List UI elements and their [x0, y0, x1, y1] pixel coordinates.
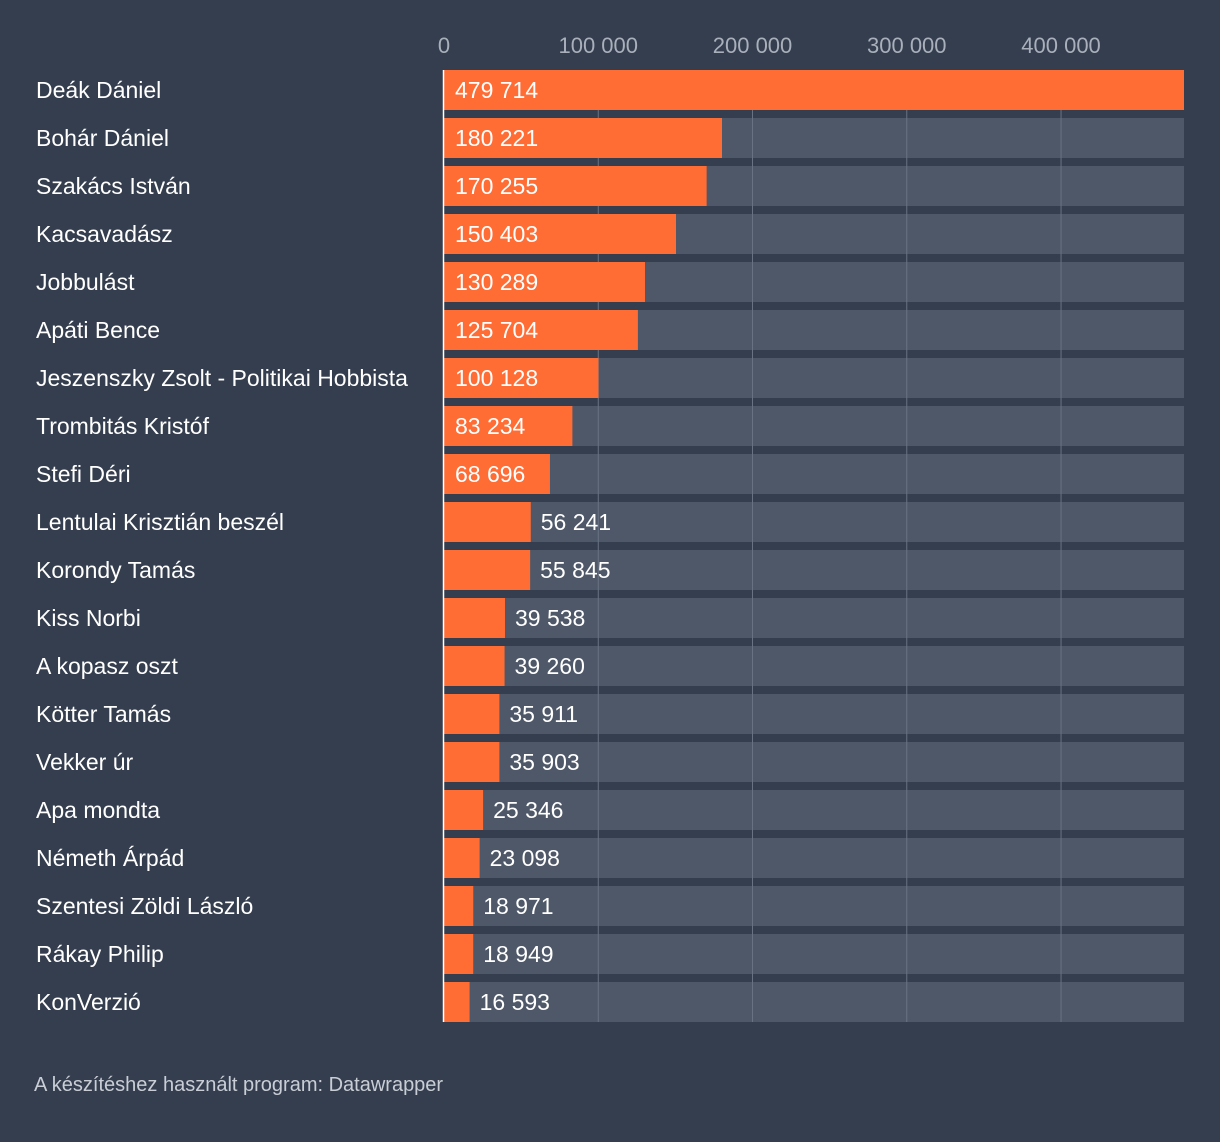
data-label: 16 593: [480, 989, 550, 1015]
data-label: 130 289: [455, 269, 538, 295]
category-label: KonVerzió: [36, 989, 141, 1015]
bar: [444, 166, 707, 206]
bar-track: [444, 982, 1184, 1022]
data-label: 180 221: [455, 125, 538, 151]
data-label: 18 971: [483, 893, 553, 919]
bar: [444, 550, 531, 590]
gridlines: [597, 70, 1062, 1022]
bar: [444, 310, 638, 350]
x-tick-label: 0: [438, 33, 450, 58]
bar: [444, 454, 550, 494]
data-label: 18 949: [483, 941, 553, 967]
bar: [444, 214, 677, 254]
category-label: A kopasz oszt: [36, 653, 179, 679]
data-label: 23 098: [490, 845, 560, 871]
data-label: 125 704: [455, 317, 538, 343]
bar-track: [444, 934, 1184, 974]
bar: [444, 934, 474, 974]
data-label: 68 696: [455, 461, 525, 487]
bar: [444, 646, 505, 686]
category-label: Kötter Tamás: [36, 701, 171, 727]
category-label: Vekker úr: [36, 749, 133, 775]
data-label: 479 714: [455, 77, 538, 103]
data-label: 170 255: [455, 173, 538, 199]
bar: [444, 406, 573, 446]
bar: [444, 118, 723, 158]
bar: [444, 694, 500, 734]
category-label: Korondy Tamás: [36, 557, 195, 583]
category-label: Lentulai Krisztián beszél: [36, 509, 284, 535]
bar: [444, 982, 470, 1022]
bar: [444, 70, 1184, 110]
x-tick-label: 300 000: [867, 33, 947, 58]
bar: [444, 598, 505, 638]
value-labels: 479 714 180 221 170 255 150 403 130 289 125 7…: [455, 77, 611, 1015]
footer-credit: A készítéshez használt program: Datawrap…: [34, 1074, 443, 1096]
data-label: 35 911: [509, 701, 578, 727]
bar: [444, 790, 484, 830]
category-label: Trombitás Kristóf: [36, 413, 210, 439]
data-label: 35 903: [509, 749, 579, 775]
bar: [444, 742, 500, 782]
x-tick-label: 400 000: [1021, 33, 1101, 58]
data-label: 56 241: [541, 509, 611, 535]
data-label: 55 845: [540, 557, 610, 583]
bar: [444, 886, 474, 926]
category-label: Apáti Bence: [36, 317, 160, 343]
bar: [444, 838, 480, 878]
category-labels: Deák Dániel Bohár Dániel Szakács István Kac…: [36, 77, 408, 1015]
data-label: 83 234: [455, 413, 526, 439]
data-label: 39 538: [515, 605, 585, 631]
x-tick-label: 200 000: [713, 33, 793, 58]
data-label: 39 260: [515, 653, 585, 679]
bar: [444, 502, 531, 542]
category-label: Kacsavadász: [36, 221, 173, 247]
bar: [444, 358, 599, 398]
bar: [444, 262, 645, 302]
category-label: Jobbulást: [36, 269, 135, 295]
bars: [444, 70, 1184, 1022]
data-label: 25 346: [493, 797, 563, 823]
category-label: Apa mondta: [36, 797, 160, 823]
category-label: Kiss Norbi: [36, 605, 141, 631]
category-label: Stefi Déri: [36, 461, 131, 487]
category-label: Bohár Dániel: [36, 125, 169, 151]
category-label: Szentesi Zöldi László: [36, 893, 253, 919]
bar-track: [444, 886, 1184, 926]
category-label: Rákay Philip: [36, 941, 164, 967]
data-label: 100 128: [455, 365, 538, 391]
category-label: Szakács István: [36, 173, 191, 199]
data-label: 150 403: [455, 221, 538, 247]
x-axis-ticks: 0 100 000 200 000 300 000 400 000: [438, 33, 1101, 58]
category-label: Deák Dániel: [36, 77, 161, 103]
bar-track: [444, 454, 1184, 494]
category-label: Németh Árpád: [36, 845, 184, 871]
bar-tracks: [444, 70, 1184, 1022]
x-tick-label: 100 000: [558, 33, 638, 58]
category-label: Jeszenszky Zsolt - Politikai Hobbista: [36, 365, 408, 391]
